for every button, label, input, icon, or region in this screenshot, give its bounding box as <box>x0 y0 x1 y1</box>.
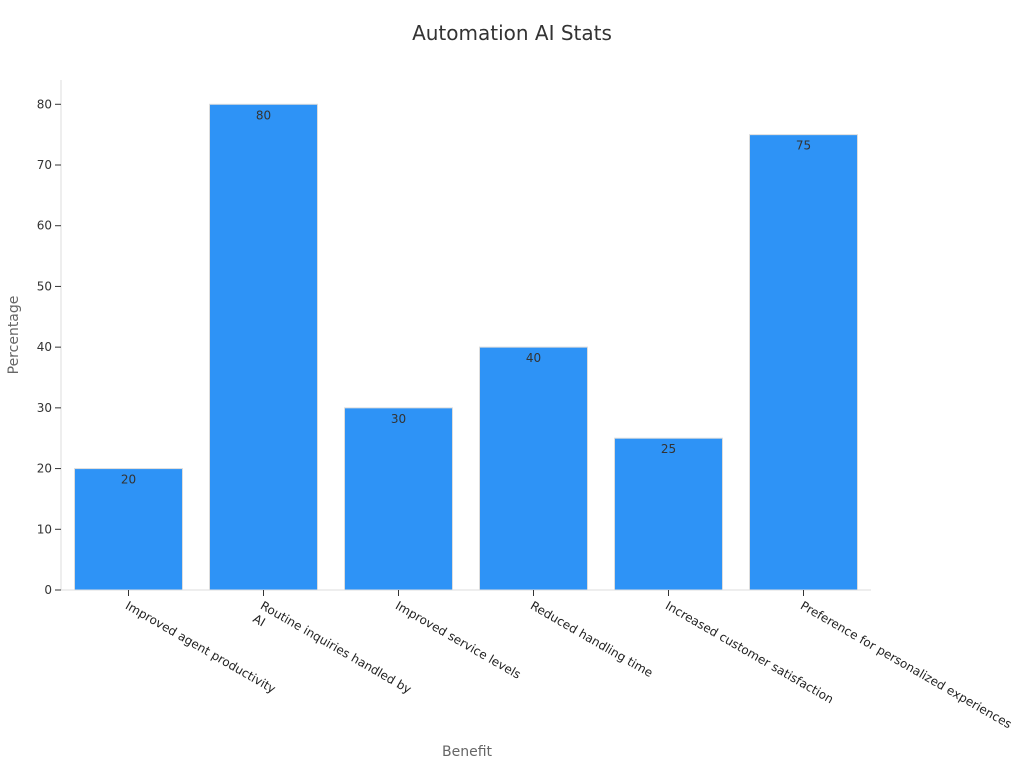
y-axis-title: Percentage <box>6 296 22 375</box>
y-axis-ticks: 0 10 20 30 40 50 60 70 80 <box>37 97 61 597</box>
bar <box>614 437 723 591</box>
bar-value-label: 75 <box>796 139 811 153</box>
bar <box>344 407 453 591</box>
y-tick-label: 50 <box>37 279 52 293</box>
x-category-label: Reduced handling time <box>528 598 655 680</box>
chart-title: Automation AI Stats <box>412 21 612 45</box>
bar <box>749 134 858 591</box>
y-tick-label: 60 <box>37 219 52 233</box>
x-axis-title: Benefit <box>442 744 493 760</box>
x-category-label-line: Improved service levels <box>393 598 523 681</box>
x-category-label: Routine inquiries handled byAI <box>251 598 414 709</box>
y-tick-label: 0 <box>44 583 52 597</box>
y-tick-label: 10 <box>37 522 52 536</box>
bar-value-label: 40 <box>526 351 541 365</box>
bar-value-label: 30 <box>391 412 406 426</box>
bars-group <box>74 103 858 591</box>
x-category-label: Improved service levels <box>393 598 523 681</box>
bar <box>74 468 183 591</box>
y-tick-label: 20 <box>37 462 52 476</box>
bar-value-label: 80 <box>256 108 271 122</box>
x-category-label-line: Reduced handling time <box>528 598 655 680</box>
x-category-label: Improved agent productivity <box>123 598 278 696</box>
x-category-label-line: Routine inquiries handled by <box>258 598 414 696</box>
y-tick-label: 40 <box>37 340 52 354</box>
y-tick-label: 70 <box>37 158 52 172</box>
bar <box>209 103 318 591</box>
bar-value-label: 20 <box>121 473 136 487</box>
x-category-label-line: Preference for personalized experiences <box>798 598 1014 731</box>
x-category-label-line: Improved agent productivity <box>123 598 278 696</box>
x-category-label: Preference for personalized experiences <box>798 598 1014 731</box>
bar-value-label: 25 <box>661 442 676 456</box>
y-tick-label: 30 <box>37 401 52 415</box>
y-tick-label: 80 <box>37 97 52 111</box>
data-labels-group: 20 80 30 40 25 75 <box>121 108 811 486</box>
bar <box>479 346 588 591</box>
